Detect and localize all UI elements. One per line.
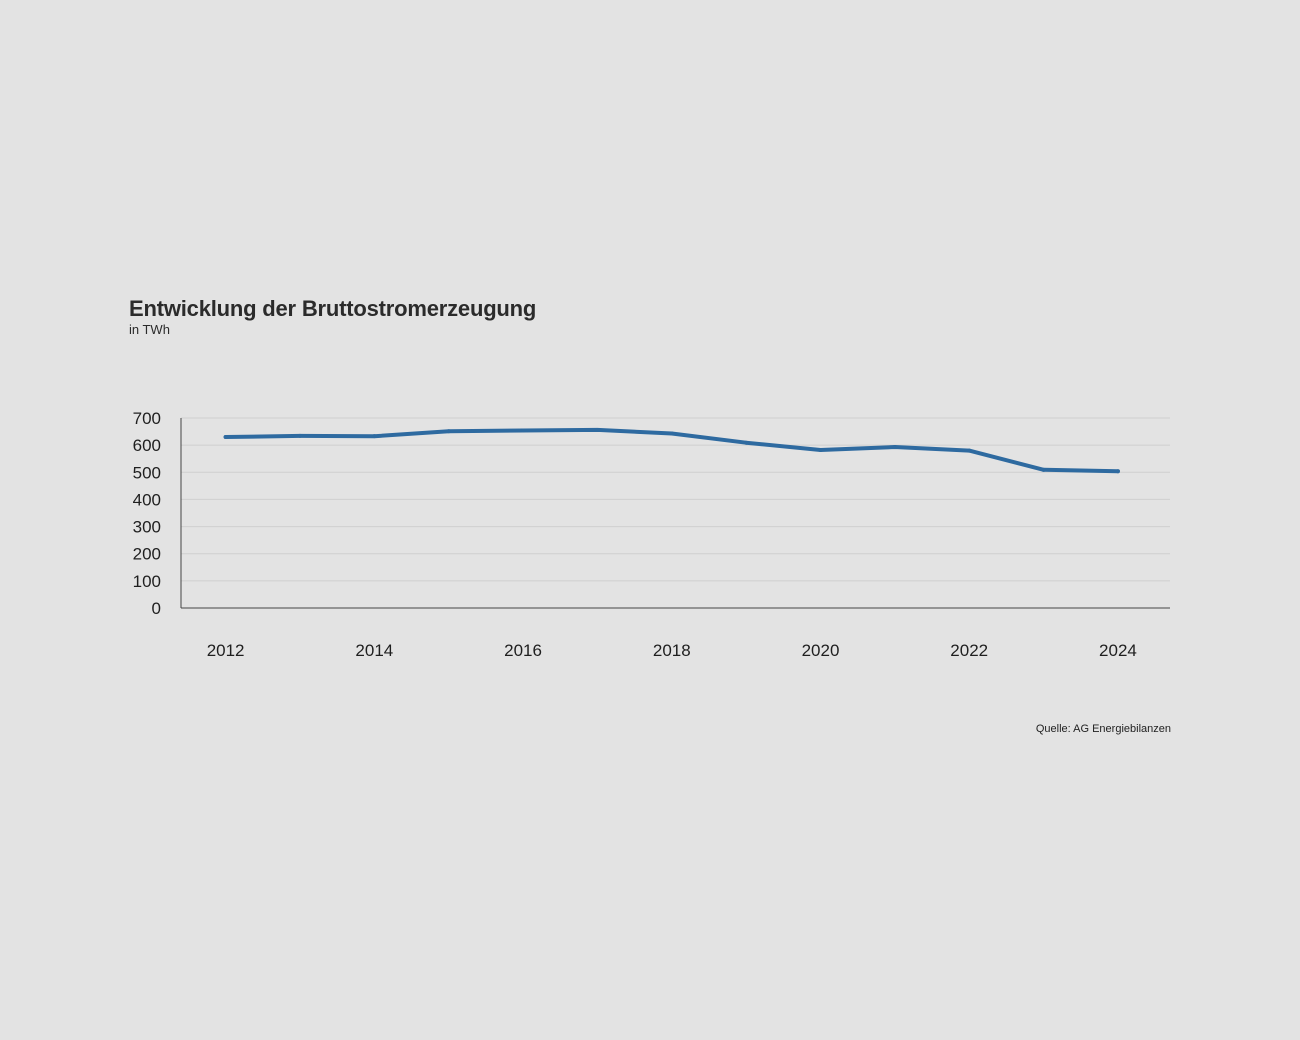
y-tick-label: 300 [133,518,161,537]
gridlines [181,417,1170,582]
data-point [669,431,674,436]
data-point [967,448,972,453]
y-axis-tick-labels: 0 100 200 300 400 500 600 700 [133,409,161,618]
source-note: Quelle: AG Energiebilanzen [1035,723,1171,735]
series [223,427,1120,474]
data-point [446,429,451,434]
chart-title: Entwicklung der Bruttostromerzeugung [129,296,537,321]
x-tick-label: 2024 [1099,641,1137,660]
y-tick-label: 600 [133,436,161,455]
x-tick-label: 2012 [207,641,245,660]
series-line [223,427,1120,474]
y-tick-label: 400 [133,490,161,509]
x-tick-label: 2016 [504,641,542,660]
x-tick-label: 2014 [355,641,393,660]
y-tick-label: 0 [152,599,161,618]
y-tick-label: 200 [133,545,161,564]
chart-subtitle: in TWh [129,322,170,337]
y-tick-label: 100 [133,572,161,591]
y-tick-label: 500 [133,463,161,482]
data-point [521,428,526,433]
y-tick-label: 700 [133,409,161,428]
x-tick-label: 2018 [653,641,691,660]
data-point [223,435,228,439]
data-point [1041,467,1046,472]
data-point [595,427,600,432]
data-point [372,434,377,439]
x-tick-label: 2022 [950,641,988,660]
data-point [297,433,302,438]
data-point [744,440,749,445]
data-point [892,445,897,450]
x-axis-tick-labels: 2012 2014 2016 2018 2020 2022 2024 [207,641,1137,660]
x-tick-label: 2020 [802,641,840,660]
axes [180,418,1170,609]
data-point [1115,469,1120,474]
data-point [818,448,823,453]
